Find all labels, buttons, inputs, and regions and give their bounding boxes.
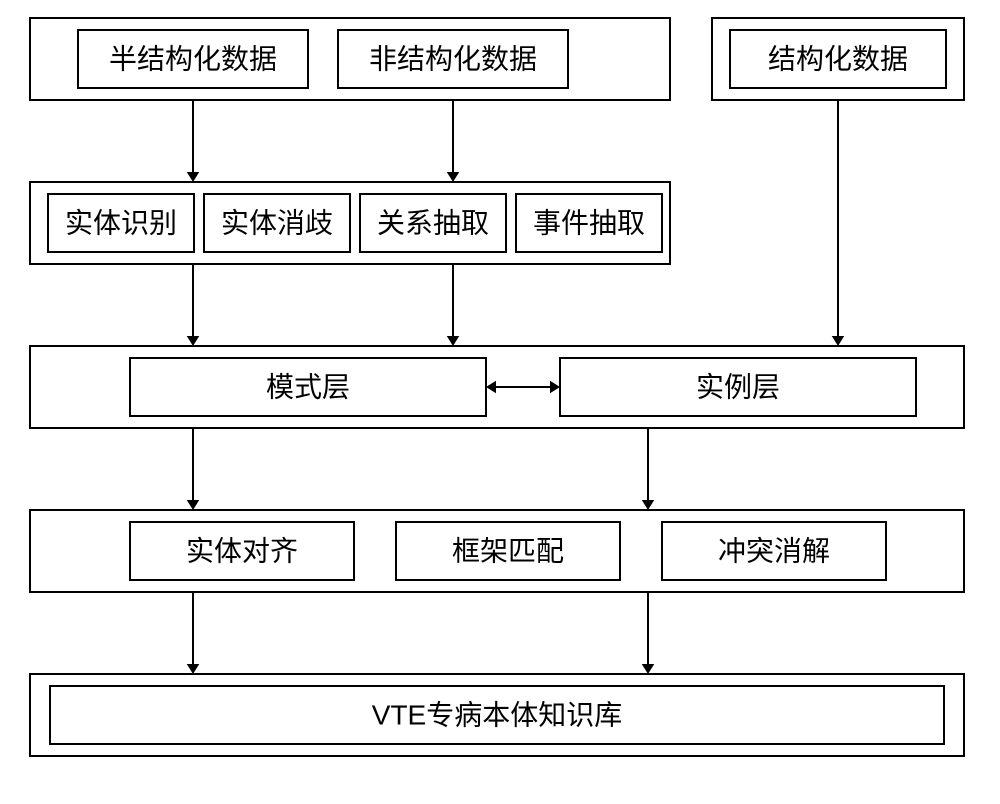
entity-rec-label: 实体识别: [65, 207, 177, 238]
schema-layer-label: 模式层: [266, 371, 350, 402]
unstructured-label: 非结构化数据: [369, 43, 537, 74]
entity-align-label: 实体对齐: [186, 535, 298, 566]
conflict-res-label: 冲突消解: [718, 535, 830, 566]
arrowhead-icon: [447, 336, 460, 346]
arrowhead-icon: [187, 500, 200, 510]
structured-label: 结构化数据: [768, 43, 908, 74]
arrowhead-icon: [187, 664, 200, 674]
arrowhead-icon: [832, 336, 845, 346]
arrowhead-icon: [187, 172, 200, 182]
entity-disamb-label: 实体消歧: [221, 207, 333, 238]
vte-kb-label: VTE专病本体知识库: [372, 699, 622, 730]
arrowhead-icon: [187, 336, 200, 346]
instance-layer-label: 实例层: [696, 371, 780, 402]
arrowhead-icon: [642, 664, 655, 674]
arrowhead-icon: [642, 500, 655, 510]
frame-match-label: 框架匹配: [452, 535, 564, 566]
semi-structured-label: 半结构化数据: [109, 43, 277, 74]
event-extract-label: 事件抽取: [533, 207, 645, 238]
relation-extract-label: 关系抽取: [377, 207, 489, 238]
arrowhead-icon: [447, 172, 460, 182]
